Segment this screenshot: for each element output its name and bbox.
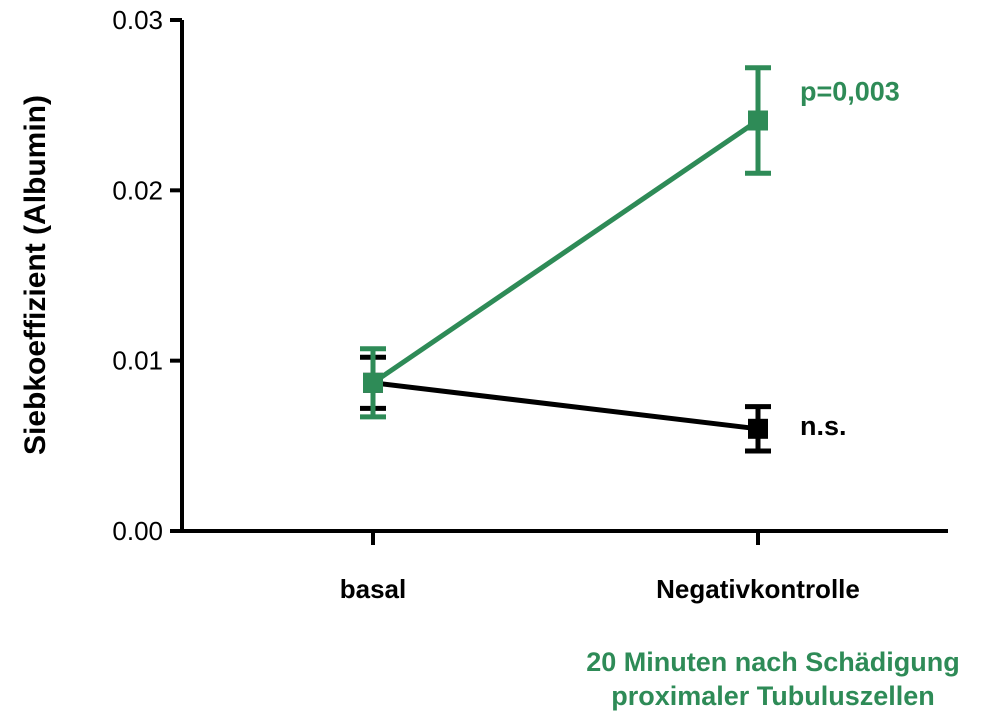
y-tick-label: 0.00	[112, 516, 163, 546]
data-point	[748, 110, 768, 131]
y-tick-label: 0.03	[112, 5, 163, 35]
y-tick-label: 0.02	[112, 175, 163, 205]
series-1	[360, 65, 771, 420]
y-axis-label: Siebkoeffizient (Albumin)	[19, 95, 52, 455]
series-line	[372, 380, 759, 432]
significance-label: n.s.	[800, 411, 847, 441]
axes	[180, 20, 948, 533]
footnote: 20 Minuten nach Schädigung proximaler Tu…	[586, 647, 960, 711]
data-point	[363, 372, 383, 393]
series-line	[371, 118, 760, 385]
significance-label: p=0,003	[800, 76, 900, 106]
y-tick-label: 0.01	[112, 346, 163, 376]
footnote-line-2: proximaler Tubuluszellen	[611, 681, 935, 711]
annotations: n.s. p=0,003	[800, 76, 900, 440]
data-point	[748, 418, 768, 439]
series-layer	[360, 65, 771, 454]
y-ticks: 0.00 0.01 0.02 0.03	[112, 5, 182, 546]
x-ticks: basal Negativkontrolle	[340, 531, 860, 604]
series-0	[360, 354, 771, 454]
x-tick-label: basal	[340, 574, 407, 604]
x-tick-label: Negativkontrolle	[656, 574, 860, 604]
footnote-line-1: 20 Minuten nach Schädigung	[586, 647, 960, 677]
